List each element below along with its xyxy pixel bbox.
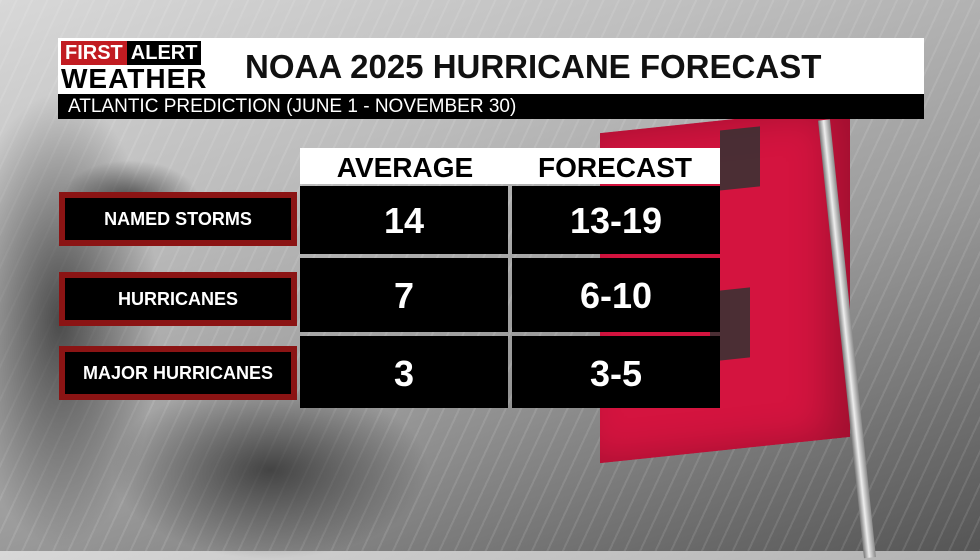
cell-major-hurricanes-average: 3 xyxy=(300,336,508,408)
row-label-text: MAJOR HURRICANES xyxy=(65,352,291,394)
header-bar xyxy=(58,38,924,94)
cell-named-storms-forecast: 13-19 xyxy=(512,186,720,254)
row-label-text: NAMED STORMS xyxy=(65,198,291,240)
row-label-text: HURRICANES xyxy=(65,278,291,320)
column-header-average: AVERAGE xyxy=(300,148,510,184)
cell-hurricanes-forecast: 6-10 xyxy=(512,258,720,332)
cell-major-hurricanes-forecast: 3-5 xyxy=(512,336,720,408)
logo-alert: ALERT xyxy=(126,41,202,65)
subtitle-bar xyxy=(58,94,924,119)
flag-square-top xyxy=(720,126,760,191)
column-header-forecast: FORECAST xyxy=(510,148,720,184)
row-label-named-storms: NAMED STORMS xyxy=(59,192,297,246)
logo-weather: WEATHER xyxy=(61,63,208,94)
cell-named-storms-average: 14 xyxy=(300,186,508,254)
cell-hurricanes-average: 7 xyxy=(300,258,508,332)
subtitle: ATLANTIC PREDICTION (JUNE 1 - NOVEMBER 3… xyxy=(68,96,517,117)
page-title: NOAA 2025 HURRICANE FORECAST xyxy=(245,48,822,85)
row-label-major-hurricanes: MAJOR HURRICANES xyxy=(59,346,297,400)
row-label-hurricanes: HURRICANES xyxy=(59,272,297,326)
first-alert-weather-logo: FIRST ALERT WEATHER xyxy=(58,38,236,94)
palm-tree-center xyxy=(110,380,430,560)
logo-first: FIRST xyxy=(61,41,127,65)
